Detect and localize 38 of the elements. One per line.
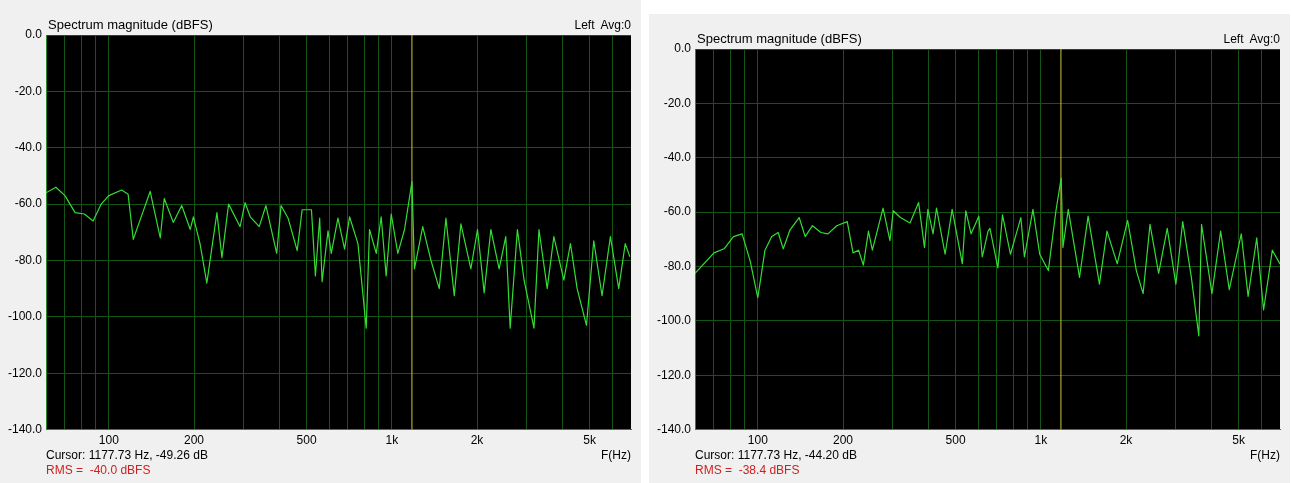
y-tick-label: -120.0 [656,367,692,382]
y-tick-label: -20.0 [14,83,43,98]
y-tick-label: -40.0 [14,140,43,155]
y-tick-label: -140.0 [7,421,43,436]
x-tick-label: 1k [1034,433,1049,448]
x-tick-label: 5k [1232,433,1246,448]
x-tick-label: 2k [470,433,485,448]
x-axis-title: F(Hz) [1250,447,1280,462]
y-tick-label: -60.0 [663,204,692,219]
chart-title: Spectrum magnitude (dBFS) [697,31,862,47]
x-tick-label: 2k [1119,433,1134,448]
chart-title: Spectrum magnitude (dBFS) [48,17,213,33]
chart-subtitle: Left Avg:0 [574,18,632,33]
y-tick-label: -80.0 [663,258,692,273]
text: Cursor: 1177.73 Hz, -44.20 dB [695,447,857,462]
y-tick-label: -80.0 [14,252,43,267]
y-tick-label: 0.0 [25,27,43,42]
text: Cursor: 1177.73 Hz, -49.26 dB [46,447,208,462]
y-tick-label: -40.0 [663,150,692,165]
x-tick-label: 1k [385,433,400,448]
y-tick-label: -100.0 [656,313,692,328]
y-tick-label: 0.0 [674,41,692,56]
text: RMS = -38.4 dBFS [695,462,800,477]
y-tick-label: -20.0 [663,95,692,110]
x-tick-label: 100 [98,433,120,448]
text: RMS = -40.0 dBFS [46,462,151,477]
y-tick-label: -60.0 [14,196,43,211]
chart-subtitle: Left Avg:0 [1223,32,1281,47]
x-tick-label: 500 [296,433,317,448]
y-tick-label: -120.0 [7,365,43,380]
y-tick-label: -140.0 [656,421,692,436]
x-axis-title: F(Hz) [601,447,631,462]
x-tick-label: 500 [945,433,966,448]
x-tick-label: 200 [832,433,854,448]
y-tick-label: -100.0 [7,309,43,324]
x-tick-label: 100 [747,433,769,448]
x-tick-label: 200 [183,433,205,448]
x-tick-label: 5k [583,433,597,448]
